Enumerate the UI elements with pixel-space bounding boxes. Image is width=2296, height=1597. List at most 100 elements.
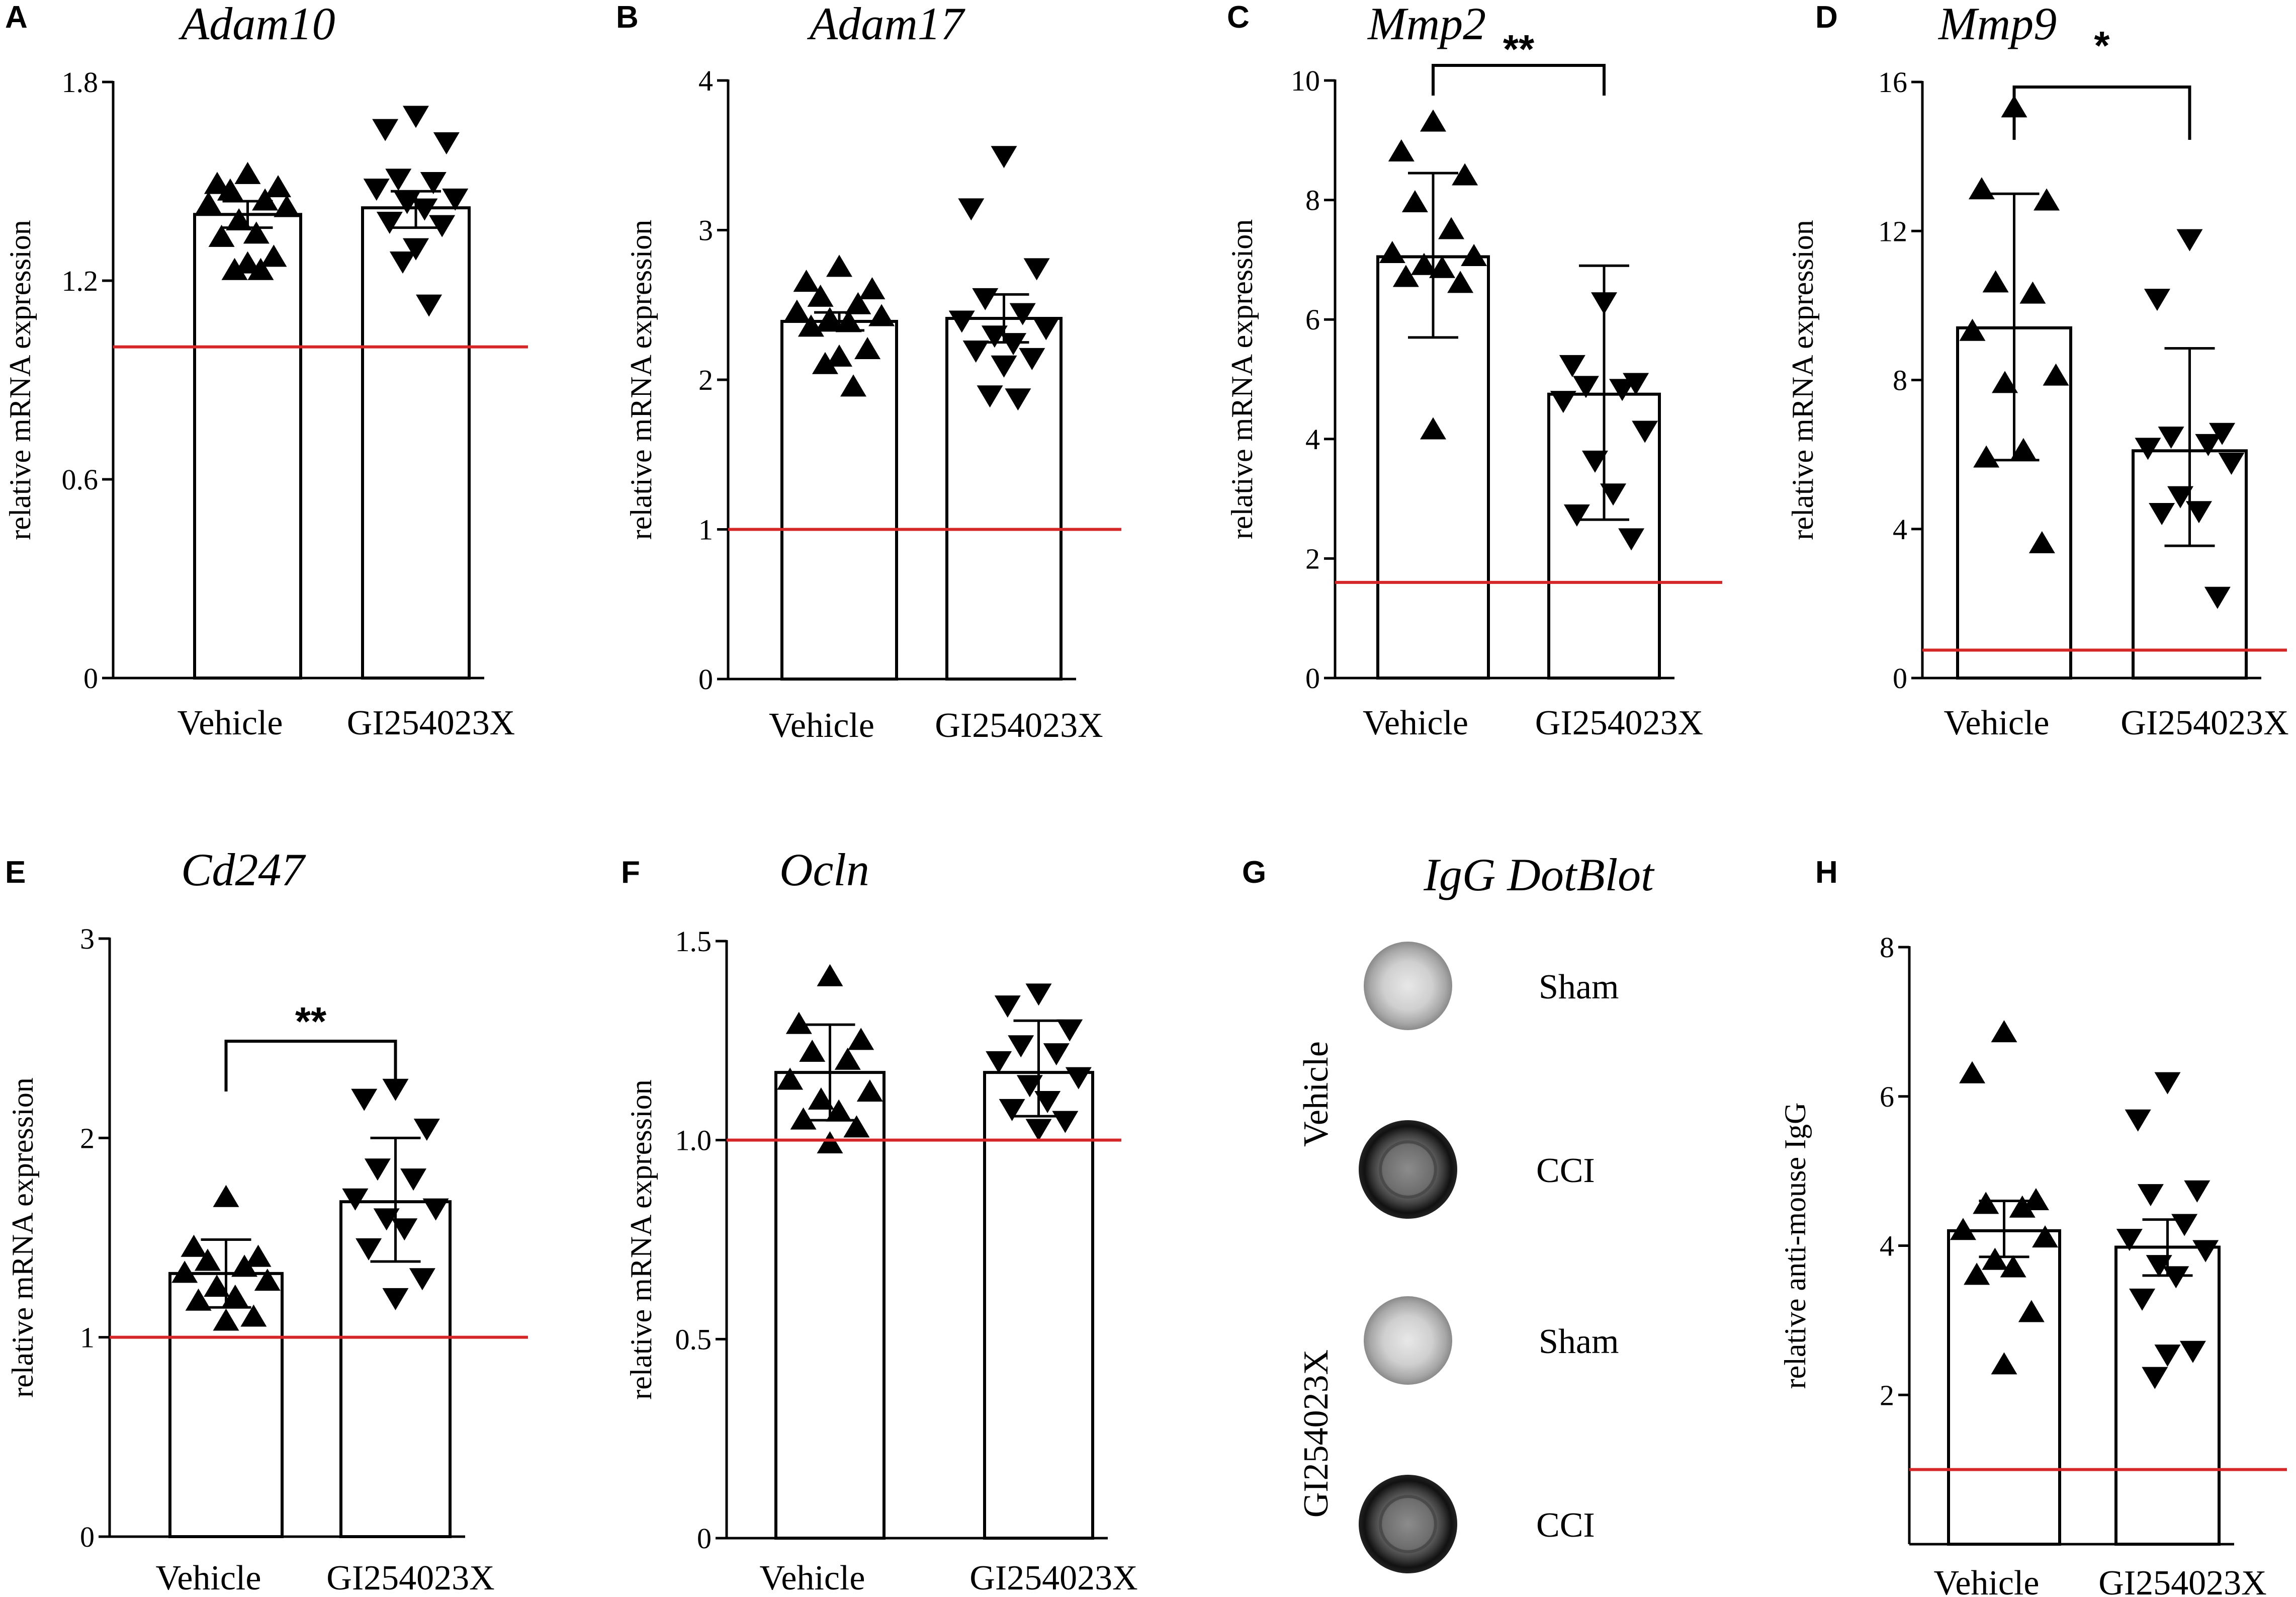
data-point-10 xyxy=(2204,586,2231,609)
data-point-2 xyxy=(859,277,886,299)
data-point-1 xyxy=(994,995,1021,1018)
data-point-4 xyxy=(1438,217,1465,239)
y-tick-label: 4 xyxy=(1880,1230,1894,1263)
dot-blot-label: Sham xyxy=(1539,1322,1619,1361)
data-point-3 xyxy=(385,169,412,191)
data-point-2 xyxy=(2209,423,2236,445)
dot-blot-label: CCI xyxy=(1536,1151,1595,1190)
x-category-label: Vehicle xyxy=(760,1559,865,1597)
y-tick-label: 2 xyxy=(1305,542,1320,575)
data-point-4 xyxy=(845,292,871,314)
data-point-11 xyxy=(234,251,261,274)
data-point-4 xyxy=(252,188,279,211)
data-point-8 xyxy=(1429,256,1456,278)
y-tick-label: 6 xyxy=(1305,303,1320,336)
data-point-10 xyxy=(854,337,881,359)
data-point-5 xyxy=(1550,391,1576,413)
data-point-5 xyxy=(342,1188,369,1211)
data-point-4 xyxy=(1009,303,1036,325)
chart-title: Adam17 xyxy=(807,0,966,49)
data-point-5 xyxy=(783,299,810,322)
data-point-5 xyxy=(986,1051,1012,1073)
data-point-0 xyxy=(1420,109,1446,132)
data-point-0 xyxy=(1591,292,1617,315)
data-point-1 xyxy=(785,1012,812,1034)
data-point-3 xyxy=(1008,1035,1034,1058)
significance-bracket xyxy=(224,1040,397,1091)
data-point-1 xyxy=(2144,289,2170,311)
y-axis-label: relative mRNA expression xyxy=(4,220,37,540)
data-point-13 xyxy=(840,374,867,397)
panel-f: F Ocln 0 0.5 1.0 1.5 relative mRNA expression V… xyxy=(621,844,1138,1597)
y-tick-label: 0 xyxy=(83,662,98,695)
dot-blot-spot-sham xyxy=(1364,1296,1452,1385)
data-point-1 xyxy=(351,1088,378,1111)
data-point-11 xyxy=(1420,417,1446,440)
data-point-2 xyxy=(2034,188,2060,211)
data-point-0 xyxy=(213,1185,239,1207)
data-point-9 xyxy=(1563,504,1590,527)
data-point-3 xyxy=(2158,427,2184,449)
x-category-label: GI254023X xyxy=(347,704,515,742)
data-point-2 xyxy=(2184,1180,2211,1203)
data-point-4 xyxy=(1043,1043,1070,1066)
data-point-6 xyxy=(1632,421,1658,443)
y-tick-label: 6 xyxy=(1880,1080,1894,1113)
y-tick-label: 1.8 xyxy=(62,66,99,99)
data-point-11 xyxy=(382,1288,409,1310)
data-point-9 xyxy=(790,1107,817,1130)
data-point-7 xyxy=(1410,253,1437,275)
chart-title: Mmp9 xyxy=(1937,0,2057,49)
data-point-9 xyxy=(1964,1263,1990,1285)
panel-letter: B xyxy=(616,0,639,35)
data-point-3 xyxy=(799,1040,826,1062)
data-point-5 xyxy=(363,179,390,201)
bar-gi254023x xyxy=(2114,1245,2221,1546)
y-axis-label: relative mRNA expression xyxy=(1786,220,1819,540)
data-point-0 xyxy=(1025,983,1052,1006)
data-point-4 xyxy=(231,1254,258,1277)
data-point-4 xyxy=(2171,1214,2198,1236)
chart-title: Cd247 xyxy=(181,844,306,895)
panel-g: G IgG DotBlot Sham CCI Sham CCI Vehicle GI25402… xyxy=(1242,849,1655,1573)
data-point-5 xyxy=(2135,438,2161,460)
bar-vehicle xyxy=(193,213,302,680)
significance-label: * xyxy=(2094,23,2110,68)
data-point-6 xyxy=(422,1198,449,1221)
y-tick-label: 0 xyxy=(698,663,713,696)
data-point-12 xyxy=(221,258,248,280)
x-category-label: GI254023X xyxy=(2098,1564,2266,1597)
data-point-3 xyxy=(807,284,834,307)
data-point-0 xyxy=(991,146,1017,169)
data-point-0 xyxy=(2154,1072,2181,1095)
data-point-5 xyxy=(195,192,222,214)
data-point-7 xyxy=(817,307,843,329)
panel-letter: D xyxy=(1815,0,1838,35)
panel-letter: F xyxy=(621,855,640,890)
data-point-11 xyxy=(2154,1344,2181,1367)
data-point-3 xyxy=(2137,1184,2164,1207)
data-point-9 xyxy=(999,1099,1025,1121)
data-point-9 xyxy=(2129,1288,2156,1311)
dot-blot-label: Sham xyxy=(1539,968,1619,1006)
data-point-8 xyxy=(222,1284,248,1307)
data-point-2 xyxy=(245,1244,272,1267)
data-point-0 xyxy=(826,255,852,277)
x-category-label: Vehicle xyxy=(178,704,283,742)
data-point-0 xyxy=(817,964,843,986)
y-tick-label: 10 xyxy=(1291,64,1320,97)
panel-b: B Adam17 0 1 2 3 4 relative mRNA expression Vehi… xyxy=(616,0,1121,745)
data-point-3 xyxy=(1973,1192,1999,1214)
data-point-9 xyxy=(1973,445,2000,468)
data-point-8 xyxy=(2185,501,2212,524)
data-point-3 xyxy=(217,178,243,201)
data-point-1 xyxy=(2125,1109,2151,1132)
panel-letter: A xyxy=(5,0,28,35)
x-category-label: Vehicle xyxy=(156,1559,261,1597)
y-tick-label: 3 xyxy=(698,214,713,247)
dot-blot-group-label: Vehicle xyxy=(1297,1041,1336,1147)
data-point-7 xyxy=(1982,1247,2008,1270)
y-tick-label: 3 xyxy=(80,922,95,955)
dot-blot-group-label: GI254023X xyxy=(1297,1350,1336,1518)
data-point-0 xyxy=(1991,1020,2017,1043)
